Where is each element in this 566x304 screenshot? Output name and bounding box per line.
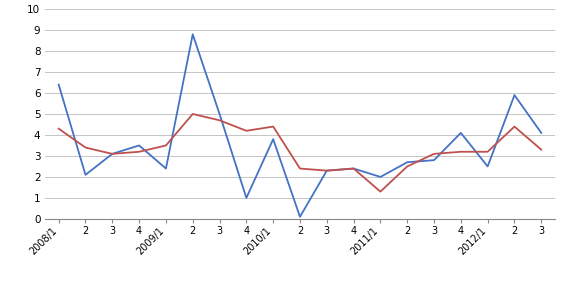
Original [190, 33, 196, 36]
Original [136, 144, 143, 147]
Original [109, 152, 115, 156]
Seasonally adjusted [109, 152, 115, 156]
Original [216, 112, 223, 116]
Original [511, 93, 518, 97]
Line: Original: Original [59, 34, 541, 217]
Seasonally adjusted [190, 112, 196, 116]
Original [457, 131, 464, 135]
Original [431, 158, 438, 162]
Original [270, 137, 277, 141]
Seasonally adjusted [216, 119, 223, 122]
Original [404, 161, 410, 164]
Seasonally adjusted [323, 169, 330, 172]
Original [350, 167, 357, 170]
Original [55, 83, 62, 86]
Original [162, 167, 169, 170]
Original [82, 173, 89, 177]
Seasonally adjusted [431, 152, 438, 156]
Seasonally adjusted [538, 148, 544, 151]
Original [377, 175, 384, 179]
Original [538, 131, 544, 135]
Seasonally adjusted [350, 167, 357, 170]
Seasonally adjusted [162, 144, 169, 147]
Seasonally adjusted [457, 150, 464, 154]
Seasonally adjusted [484, 150, 491, 154]
Seasonally adjusted [377, 190, 384, 193]
Original [243, 196, 250, 200]
Seasonally adjusted [136, 150, 143, 154]
Original [323, 169, 330, 172]
Line: Seasonally adjusted: Seasonally adjusted [59, 114, 541, 192]
Original [297, 215, 303, 219]
Seasonally adjusted [297, 167, 303, 170]
Seasonally adjusted [82, 146, 89, 149]
Seasonally adjusted [511, 125, 518, 128]
Seasonally adjusted [55, 127, 62, 130]
Seasonally adjusted [404, 165, 410, 168]
Seasonally adjusted [270, 125, 277, 128]
Original [484, 165, 491, 168]
Seasonally adjusted [243, 129, 250, 133]
